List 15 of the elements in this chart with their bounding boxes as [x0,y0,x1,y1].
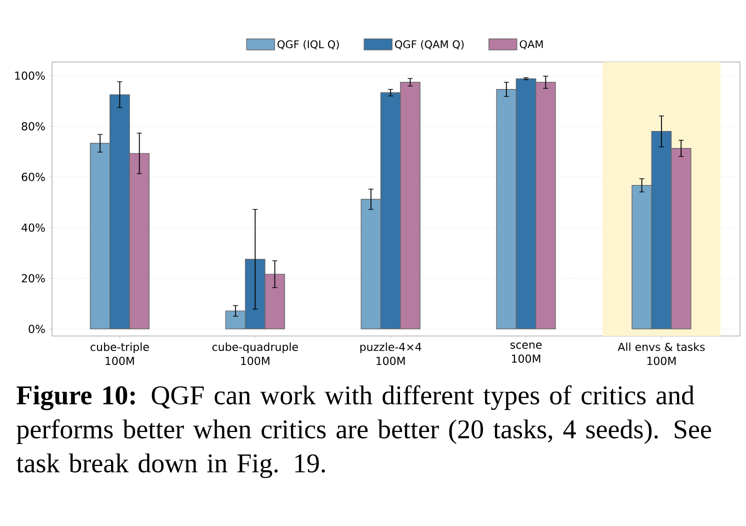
y-tick-label: 100% [15,72,45,80]
x-tick-label: cube-quadruple 100M [212,342,298,366]
y-tick-label: 80% [22,122,45,130]
x-tick-label: puzzle-4×4 100M [360,342,422,366]
y-tick-label: 60% [22,172,45,182]
y-tick-label: 0% [28,324,45,334]
legend-label: QGF (QAM Q) [395,40,464,50]
x-tick-label: All envs & tasks 100M [618,342,705,366]
y-tick-label: 20% [22,274,45,282]
y-tick-label: 40% [22,223,45,232]
x-tick-label: cube-triple 100M [90,342,149,366]
text: Figure 10: QGF can work with different types of critics and performs better when critics are better (20 tasks, 4 seeds). See task break down in Fig. 19. [16,385,712,478]
x-tick-label: scene 100M [510,342,542,363]
legend-label: QAM [520,40,543,50]
legend-label: QGF (IQL Q) [278,40,339,50]
